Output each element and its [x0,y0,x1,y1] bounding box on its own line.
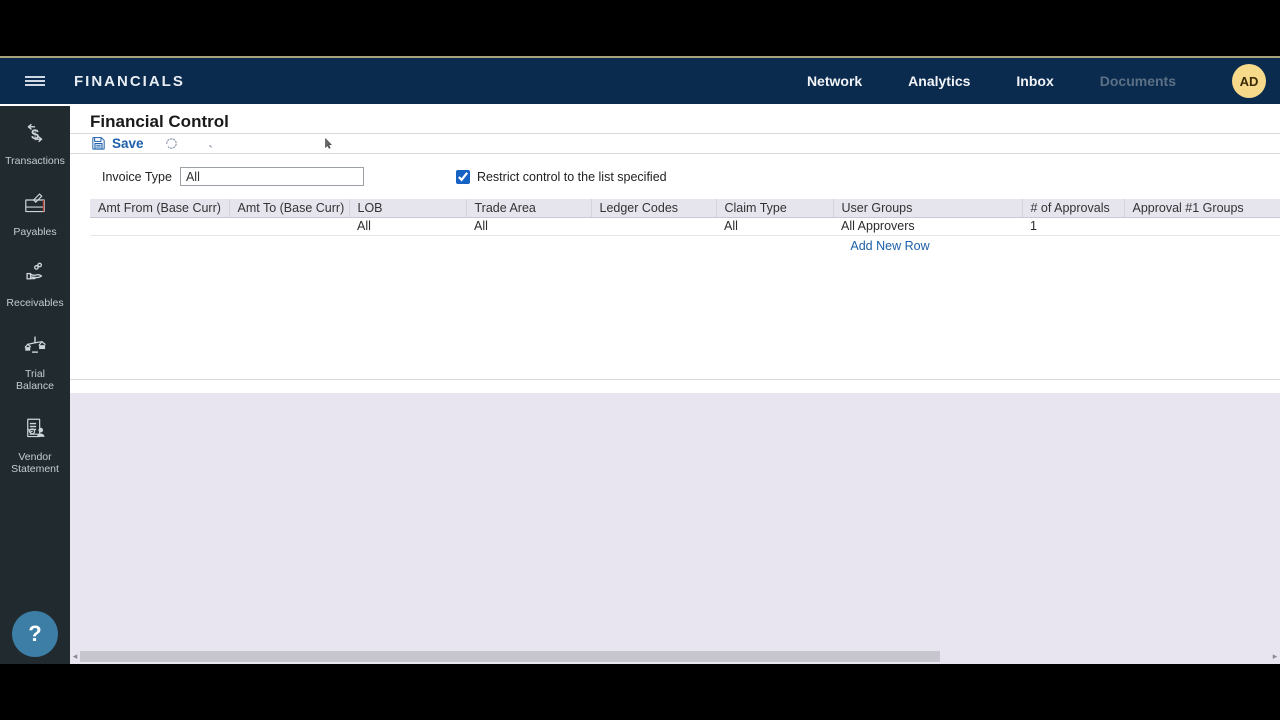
svg-text:$: $ [31,126,39,142]
